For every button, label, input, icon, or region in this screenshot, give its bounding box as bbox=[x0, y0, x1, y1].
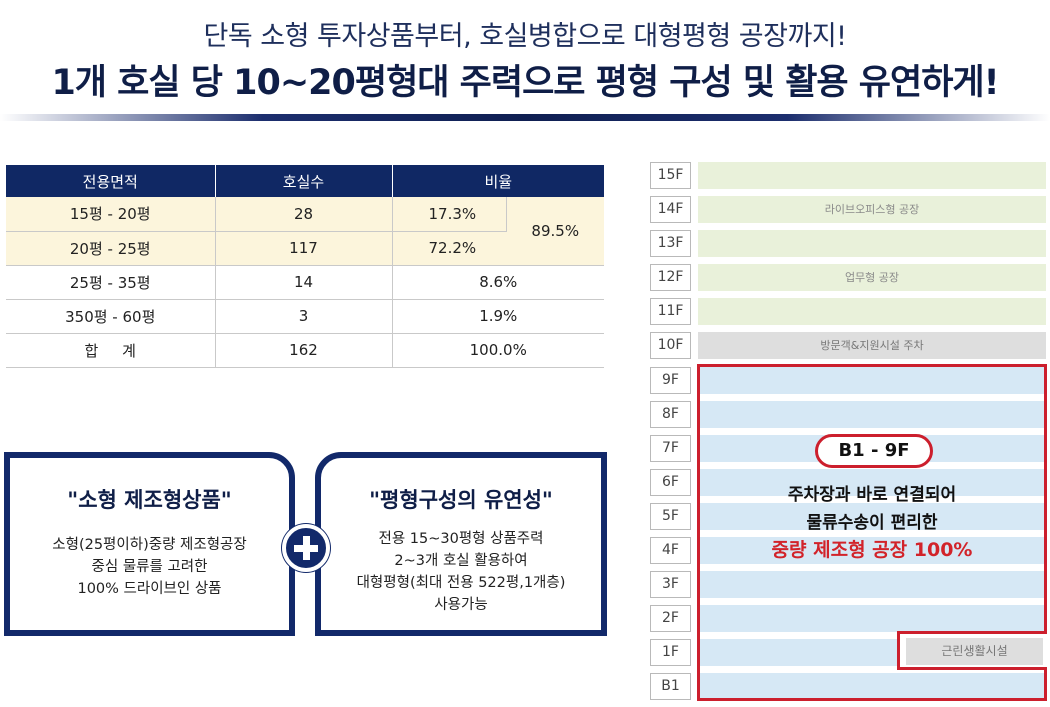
feature-box-text: 소형(25평이하)중량 제조형공장 중심 물류를 고려한 100% 드라이브인 … bbox=[10, 534, 289, 600]
floor-bar-8f bbox=[698, 401, 1046, 428]
cell-count: 28 bbox=[215, 197, 393, 232]
floor-label-9f: 9F bbox=[650, 367, 691, 394]
feature-line: 대형평형(최대 전용 522평,1개층) bbox=[356, 575, 566, 591]
floor-label-14f: 14F bbox=[650, 196, 691, 223]
cell-count: 3 bbox=[215, 299, 393, 334]
cell-ratio: 8.6% bbox=[392, 265, 604, 300]
zone-desc-line2: 물류수송이 편리한 bbox=[806, 513, 938, 533]
floor-bar-15f bbox=[698, 162, 1046, 189]
table-row: 25평 - 35평 14 8.6% bbox=[6, 265, 604, 300]
floor-label-2f: 2F bbox=[650, 605, 691, 632]
feature-line: 소형(25평이하)중량 제조형공장 bbox=[52, 537, 247, 553]
cell-merged-ratio: 89.5% bbox=[506, 197, 604, 266]
floor-label-4f: 4F bbox=[650, 537, 691, 564]
feature-box-text: 전용 15~30평형 상품주력 2~3개 호실 활용하여 대형평형(최대 전용 … bbox=[321, 528, 601, 616]
floor-bar-4f bbox=[698, 537, 1046, 564]
page-subtitle: 단독 소형 투자상품부터, 호실병합으로 대형평형 공장까지! bbox=[203, 21, 847, 52]
floor-bar-9f bbox=[698, 367, 1046, 394]
cell-ratio: 100.0% bbox=[392, 333, 604, 368]
feature-line: 100% 드라이브인 상품 bbox=[77, 581, 222, 597]
plus-icon bbox=[282, 524, 330, 572]
cell-count: 162 bbox=[215, 333, 393, 368]
floor-bar-12f: 업무형 공장 bbox=[698, 264, 1046, 291]
floor-label-11f: 11F bbox=[650, 298, 691, 325]
cell-ratio: 17.3% bbox=[392, 197, 507, 232]
cell-count: 117 bbox=[215, 231, 393, 266]
floor-label-8f: 8F bbox=[650, 401, 691, 428]
feature-line: 중심 물류를 고려한 bbox=[91, 559, 208, 575]
cell-count: 14 bbox=[215, 265, 393, 300]
floor-label-b1: B1 bbox=[650, 673, 691, 700]
feature-box-title: "소형 제조형상품" bbox=[67, 488, 232, 512]
feature-box-title: "평형구성의 유연성" bbox=[369, 488, 553, 512]
table-row: 350평 - 60평 3 1.9% bbox=[6, 299, 604, 334]
zone-desc-highlight: 중량 제조형 공장 100% bbox=[771, 539, 973, 561]
feature-line: 2~3개 호실 활용하여 bbox=[394, 553, 528, 569]
table-row: 15평 - 20평 28 17.3% 89.5% bbox=[6, 197, 604, 266]
table-header-row: 전용면적 호실수 비율 bbox=[6, 165, 604, 197]
cell-area: 20평 - 25평 bbox=[6, 231, 216, 266]
cell-area: 350평 - 60평 bbox=[6, 299, 216, 334]
cell-area: 25평 - 35평 bbox=[6, 265, 216, 300]
floor-bar-b1 bbox=[698, 673, 1046, 700]
floor-label-1f: 1F bbox=[650, 639, 691, 666]
table-total-row: 합 계 162 100.0% bbox=[6, 333, 604, 368]
retail-bar: 근린생활시설 bbox=[906, 638, 1043, 665]
floor-bar-5f bbox=[698, 503, 1046, 530]
cell-area: 합 계 bbox=[6, 333, 216, 368]
col-header-area: 전용면적 bbox=[6, 165, 216, 197]
page-headline: 1개 호실 당 10~20평형대 주력으로 평형 구성 및 활용 유연하게! bbox=[51, 63, 999, 103]
cell-ratio: 1.9% bbox=[392, 299, 604, 334]
col-header-ratio: 비율 bbox=[392, 165, 604, 197]
header-divider bbox=[0, 114, 1050, 121]
floor-bar-13f bbox=[698, 230, 1046, 257]
floor-bar-11f bbox=[698, 298, 1046, 325]
floor-label-12f: 12F bbox=[650, 264, 691, 291]
floor-range-badge: B1 - 9F bbox=[815, 434, 933, 468]
cell-area: 15평 - 20평 bbox=[6, 197, 216, 232]
zone-desc-line1: 주차장과 바로 연결되어 bbox=[787, 485, 957, 505]
floor-label-15f: 15F bbox=[650, 162, 691, 189]
floor-label-10f: 10F bbox=[650, 332, 691, 359]
floor-bar-2f bbox=[698, 605, 1046, 632]
cell-ratio: 72.2% bbox=[392, 231, 506, 266]
col-header-count: 호실수 bbox=[215, 165, 393, 197]
feature-box-small-manufacturing: "소형 제조형상품" 소형(25평이하)중량 제조형공장 중심 물류를 고려한 … bbox=[4, 452, 295, 636]
unit-size-table: 전용면적 호실수 비율 15평 - 20평 28 17.3% 89.5% 20평… bbox=[6, 165, 604, 368]
feature-line: 전용 15~30평형 상품주력 bbox=[378, 531, 544, 547]
floor-bar-6f bbox=[698, 469, 1046, 496]
feature-line: 사용가능 bbox=[434, 597, 488, 613]
floor-bar-3f bbox=[698, 571, 1046, 598]
floor-bar-10f: 방문객&지원시설 주차 bbox=[698, 332, 1046, 359]
floor-label-6f: 6F bbox=[650, 469, 691, 496]
floor-label-3f: 3F bbox=[650, 571, 691, 598]
table-row: 20평 - 25평 117 72.2% bbox=[6, 231, 604, 266]
floor-label-13f: 13F bbox=[650, 230, 691, 257]
floor-label-5f: 5F bbox=[650, 503, 691, 530]
floor-label-7f: 7F bbox=[650, 435, 691, 462]
feature-box-flexibility: "평형구성의 유연성" 전용 15~30평형 상품주력 2~3개 호실 활용하여… bbox=[315, 452, 607, 636]
floor-bar-14f: 라이브오피스형 공장 bbox=[698, 196, 1046, 223]
page-header: 단독 소형 투자상품부터, 호실병합으로 대형평형 공장까지! 1개 호실 당 … bbox=[0, 0, 1050, 121]
